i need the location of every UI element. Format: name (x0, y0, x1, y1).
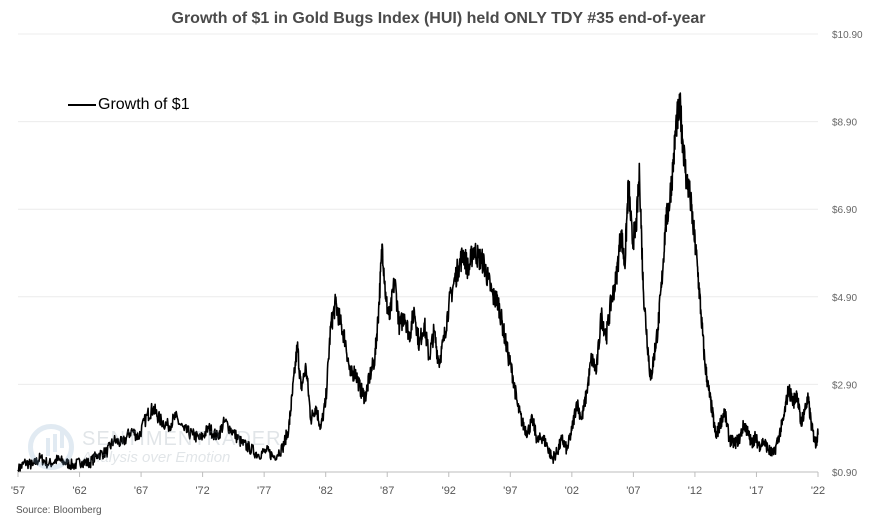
x-axis-ticks: '57 '62 '67 '72 '77 '82 '87 '92 '97 '02 '07 '12 '17 '… (11, 472, 825, 497)
chart-title: Growth of $1 in Gold Bugs Index (HUI) he… (171, 10, 706, 27)
legend-label: Growth of $1 (98, 96, 190, 113)
x-tick-label: '57 (11, 485, 25, 497)
x-tick-label: '12 (688, 485, 702, 497)
x-tick-label: '07 (626, 485, 640, 497)
watermark-line2: Analysis over Emotion (82, 448, 231, 466)
y-tick-label: $10.90 (832, 30, 863, 41)
x-tick-label: '97 (503, 485, 517, 497)
source-note: Source: Bloomberg (16, 505, 102, 516)
legend-swatch (68, 104, 96, 106)
x-tick-label: '72 (195, 485, 209, 497)
gridlines (18, 33, 818, 473)
watermark: SENTIMENTRADER Analysis over Emotion (28, 424, 282, 470)
x-tick-label: '67 (134, 485, 148, 497)
watermark-line1: SENTIMENTRADER (82, 427, 282, 450)
y-tick-label: $0.90 (832, 468, 857, 479)
watermark-logo-icon (28, 424, 74, 470)
legend: Growth of $1 (68, 96, 190, 114)
x-tick-label: '82 (319, 485, 333, 497)
watermark-text: SENTIMENTRADER Analysis over Emotion (82, 427, 282, 466)
y-tick-label: $8.90 (832, 118, 857, 129)
x-tick-label: '17 (749, 485, 763, 497)
x-tick-label: '87 (380, 485, 394, 497)
series-line-growth-of-1 (17, 92, 819, 472)
x-tick-label: '62 (72, 485, 86, 497)
x-tick-label: '92 (442, 485, 456, 497)
y-tick-label: $4.90 (832, 293, 857, 304)
x-tick-label: '22 (811, 485, 825, 497)
x-tick-label: '77 (257, 485, 271, 497)
y-axis-ticks: $0.90 $2.90 $4.90 $6.90 $8.90 $10.90 (832, 30, 863, 479)
x-tick-label: '02 (565, 485, 579, 497)
y-tick-label: $6.90 (832, 205, 857, 216)
y-tick-label: $2.90 (832, 380, 857, 391)
